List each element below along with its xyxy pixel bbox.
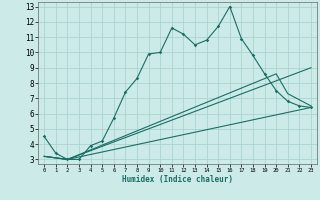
X-axis label: Humidex (Indice chaleur): Humidex (Indice chaleur) bbox=[122, 175, 233, 184]
